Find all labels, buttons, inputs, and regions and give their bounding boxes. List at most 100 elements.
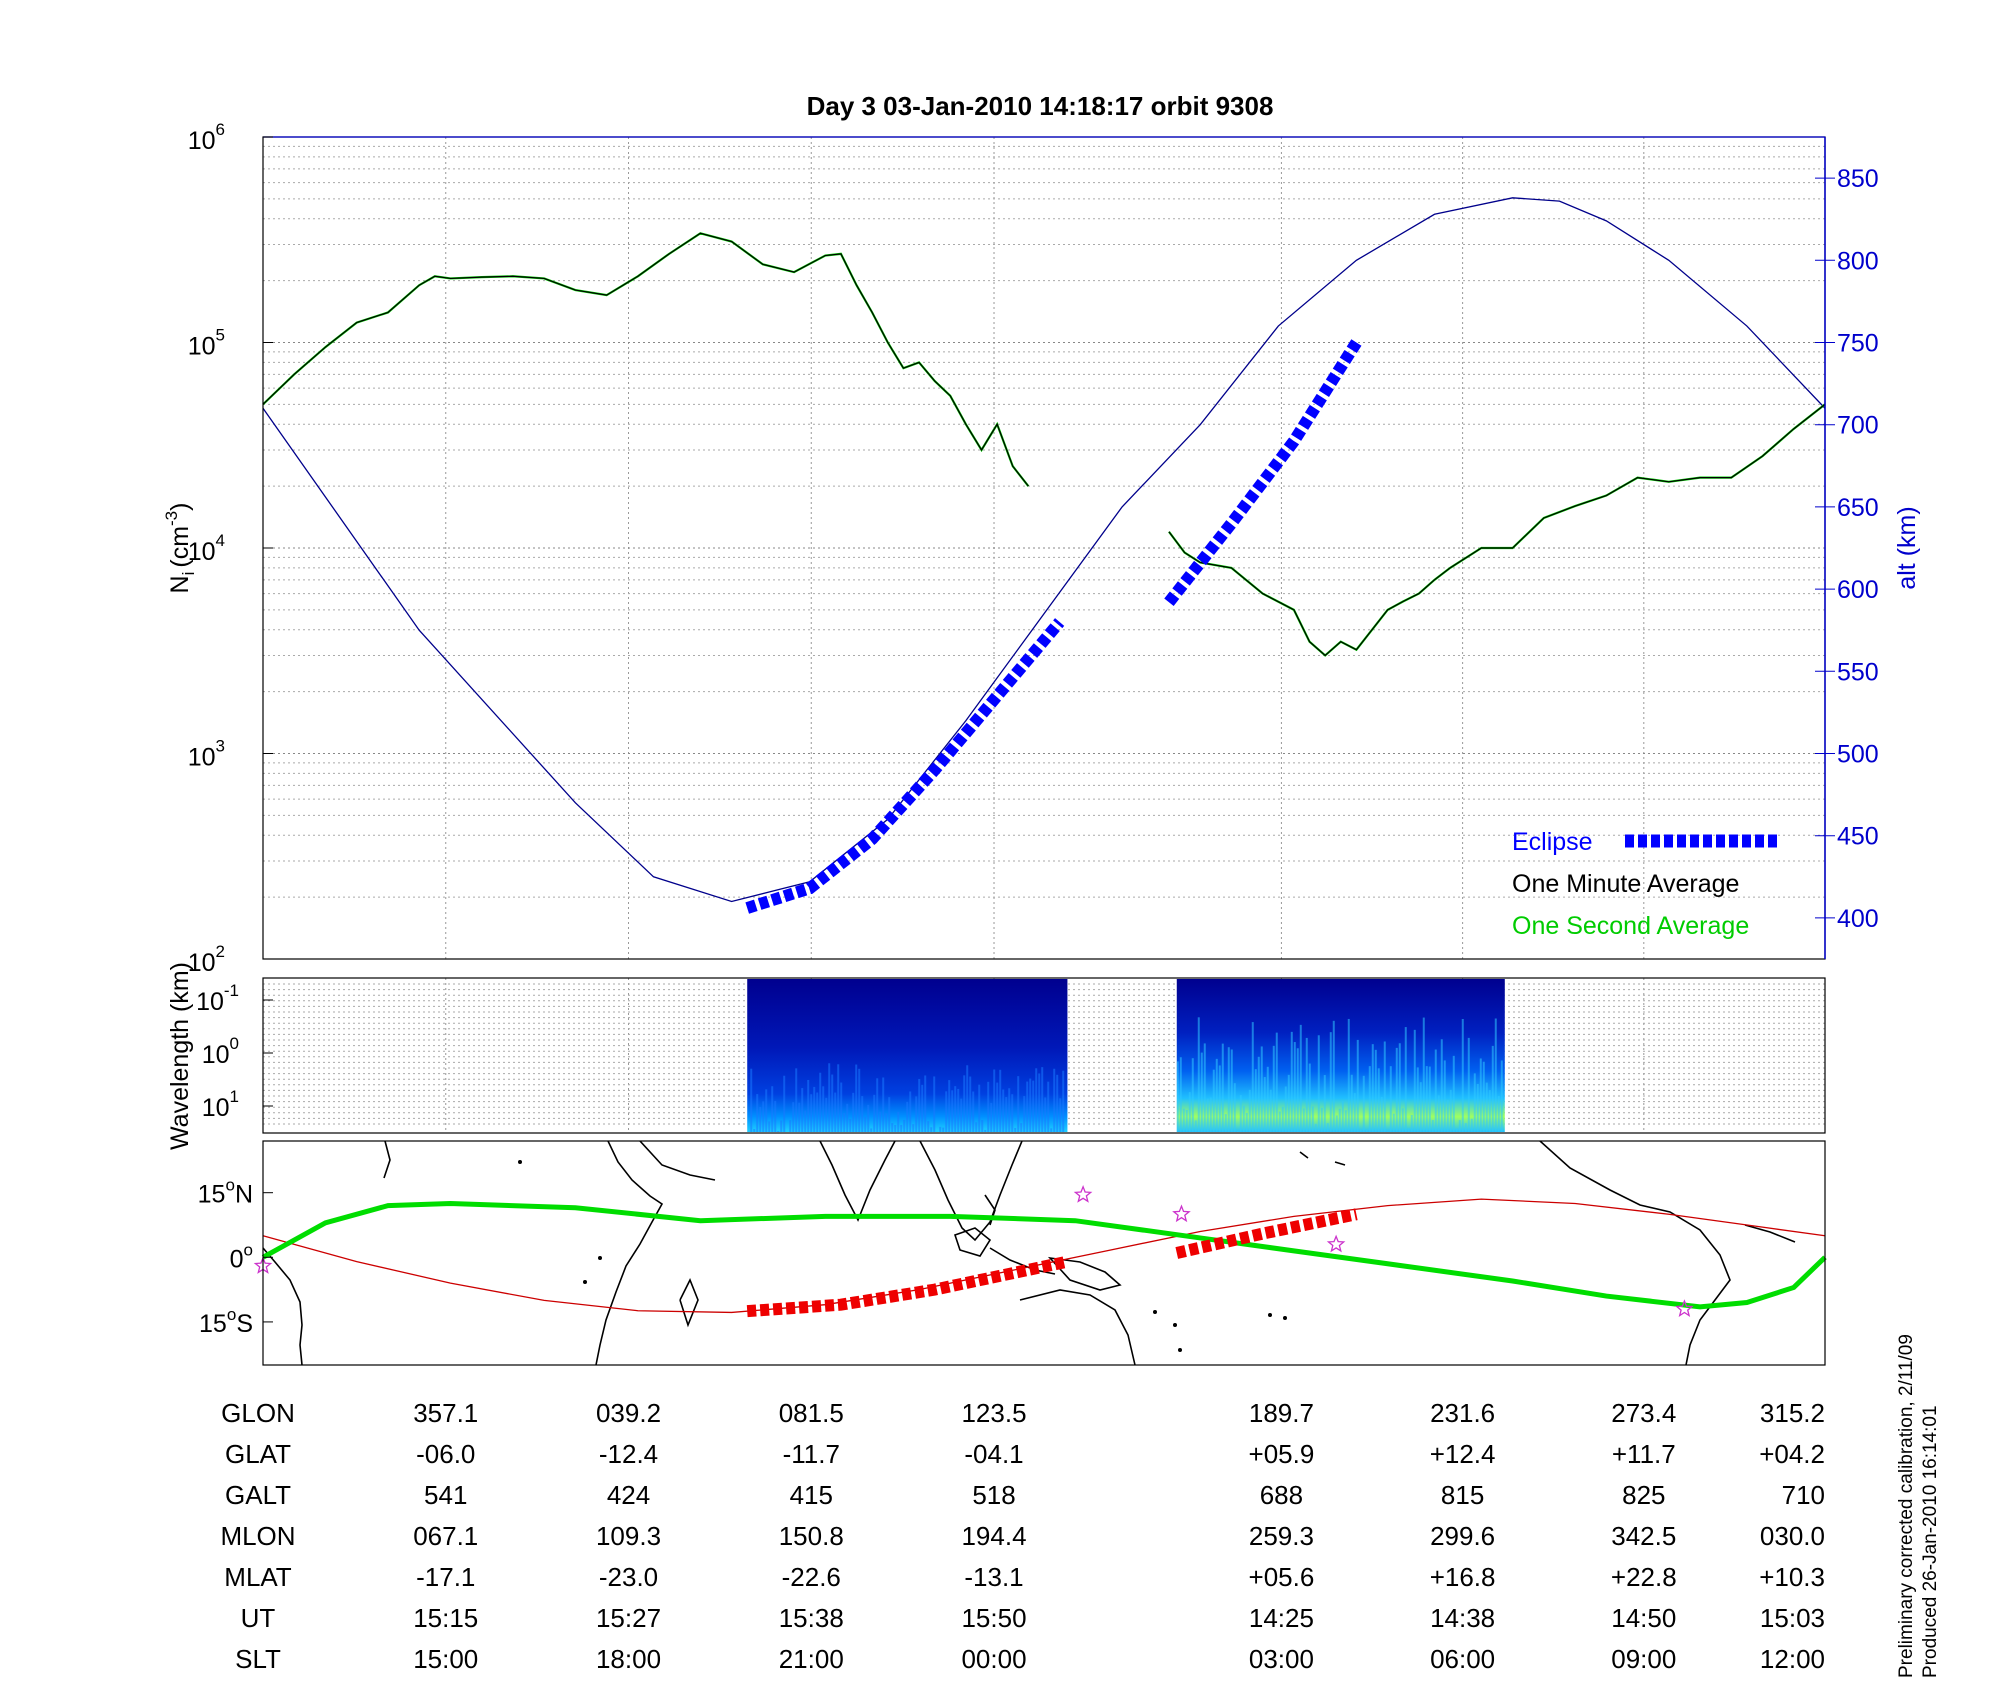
spectrogram-streak	[942, 1127, 945, 1132]
ephemeris-cell: -17.1	[416, 1562, 475, 1592]
island-1	[598, 1256, 602, 1260]
spectrogram-streak	[1260, 1046, 1263, 1132]
spectrogram-streak	[996, 1082, 999, 1132]
map-y-tick-hemi-0: N	[235, 1181, 253, 1209]
spectrogram-streak	[1290, 1031, 1293, 1132]
ephemeris-cell: -11.7	[783, 1439, 840, 1469]
spectrogram-streak	[1176, 1061, 1179, 1132]
spectrogram-streak	[915, 1096, 918, 1132]
spectrogram-streak	[1341, 1101, 1344, 1132]
spectrogram-streak	[897, 1111, 900, 1132]
ephemeris-cell: 342.5	[1611, 1521, 1676, 1551]
spectrogram-streak	[1320, 1107, 1323, 1132]
spectrogram-streak	[894, 1125, 897, 1132]
spectrogram-streak	[1236, 1131, 1239, 1132]
ephemeris-cell: +16.8	[1430, 1562, 1496, 1592]
spectrogram-streak	[792, 1102, 795, 1132]
ephemeris-cell: 09:00	[1611, 1644, 1676, 1674]
eclipse-segment-1	[1164, 339, 1362, 606]
ephemeris-cell: 231.6	[1430, 1398, 1495, 1428]
ylabel-close: )	[166, 503, 194, 511]
ephemeris-label-ut: UT	[241, 1603, 276, 1633]
spectrogram-block-1	[1176, 979, 1505, 1132]
spectrogram-streak	[1269, 1089, 1272, 1132]
spectrogram-streak	[1221, 1043, 1224, 1132]
spectrogram-streak	[906, 1101, 909, 1132]
spectrogram-streak	[1326, 1123, 1329, 1132]
spectrogram-streak	[1047, 1081, 1050, 1132]
star-marker-3	[1326, 1234, 1346, 1253]
wavelength-spectrogram	[747, 979, 1505, 1132]
ephemeris-cell: 415	[790, 1480, 833, 1510]
ephemeris-cell: -23.0	[599, 1562, 658, 1592]
coast-islands-1	[1334, 1161, 1346, 1166]
spectrogram-streak	[1011, 1094, 1014, 1132]
spectrogram-streak	[1428, 1066, 1431, 1132]
spectrogram-streak	[1275, 1032, 1278, 1132]
spectrogram-streak	[981, 1120, 984, 1132]
spectrogram-streak	[1284, 1086, 1287, 1132]
legend-minute-label: One Minute Average	[1512, 870, 1739, 898]
spectrogram-streak	[1497, 1095, 1500, 1132]
ephemeris-cell: 815	[1441, 1480, 1484, 1510]
spectrogram-streak	[1035, 1068, 1038, 1132]
spectrogram-streak	[930, 1127, 933, 1132]
spectrogram-streak	[1311, 1106, 1314, 1132]
spectrogram-streak	[1404, 1027, 1407, 1132]
spectrogram-streak	[1494, 1018, 1497, 1132]
density-y-tick-base-0: 10	[188, 949, 216, 977]
spectrogram-streak	[969, 1076, 972, 1132]
coast-sea	[919, 1140, 1023, 1242]
spectrogram-streak	[1278, 1111, 1281, 1132]
spectrogram-streak	[921, 1084, 924, 1132]
ephemeris-cell: 259.3	[1249, 1521, 1314, 1551]
wavelength-y-tick-base-2: 10	[202, 1094, 230, 1122]
alt-y-tick-7: 750	[1837, 330, 1879, 358]
spectrogram-streak	[855, 1064, 858, 1132]
ephemeris-cell: 109.3	[596, 1521, 661, 1551]
alt-y-tick-1: 450	[1837, 823, 1879, 851]
spectrogram-streak	[810, 1094, 813, 1132]
footnote-line2: Produced 26-Jan-2010 16:14:01	[1920, 1405, 1941, 1678]
map-axes-box	[262, 1140, 1826, 1366]
spectrogram-streak	[1227, 1047, 1230, 1132]
spectrogram-streak	[1455, 1128, 1458, 1132]
spectrogram-streak	[1467, 1037, 1470, 1132]
spectrogram-streak	[1434, 1049, 1437, 1132]
altitude-line	[262, 197, 1826, 903]
ephemeris-label-mlat: MLAT	[224, 1562, 292, 1592]
ephemeris-cell: 315.2	[1760, 1398, 1825, 1428]
spectrogram-streak	[831, 1074, 834, 1132]
spectrogram-streak	[918, 1078, 921, 1132]
ephemeris-cell: 15:27	[596, 1603, 661, 1633]
wavelength-y-tick-exp-1: 0	[230, 1034, 239, 1053]
spectrogram-streak	[1473, 1073, 1476, 1132]
coast-africa	[595, 1140, 664, 1366]
spectrogram-streak	[858, 1068, 861, 1132]
spectrogram-streak	[1347, 1018, 1350, 1132]
density-y-tick-exp-3: 5	[216, 326, 225, 345]
density-y-tick-1: 103	[188, 737, 225, 772]
spectrogram-streak	[1461, 1018, 1464, 1132]
spectrogram-streak	[1422, 1017, 1425, 1132]
one-minute-average-line-1	[1168, 403, 1826, 657]
coast-americas	[1539, 1140, 1731, 1366]
spectrogram-streak	[1017, 1076, 1020, 1132]
map-y-tick-2: 15oS	[199, 1305, 253, 1338]
island-6	[1268, 1313, 1272, 1317]
spectrogram-streak	[753, 1129, 756, 1132]
spectrogram-streak	[870, 1128, 873, 1132]
spectrogram-streak	[1281, 1106, 1284, 1132]
spectrogram-streak	[972, 1091, 975, 1132]
spectrogram-streak	[1458, 1120, 1461, 1132]
spectrogram-streak	[1302, 1108, 1305, 1132]
map-y-tick-deg-1: o	[244, 1240, 253, 1259]
spectrogram-streak	[864, 1116, 867, 1132]
map-y-tick-value-2: 15	[199, 1310, 227, 1338]
ephemeris-cell: 14:50	[1611, 1603, 1676, 1633]
spectrogram-streak	[1008, 1088, 1011, 1132]
spectrogram-streak	[1413, 1029, 1416, 1132]
ephemeris-cell: 189.7	[1249, 1398, 1314, 1428]
spectrogram-streak	[882, 1077, 885, 1132]
